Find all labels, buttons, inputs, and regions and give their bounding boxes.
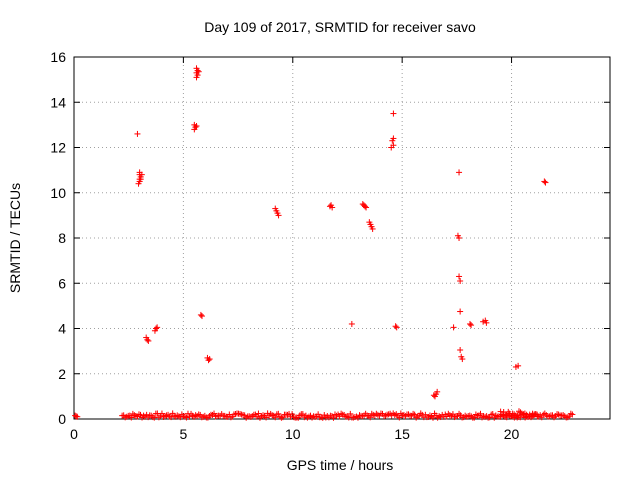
data-point (546, 413, 553, 420)
data-point (328, 202, 335, 209)
data-point (542, 179, 549, 186)
data-point (390, 142, 397, 149)
data-point (450, 324, 457, 331)
data-points (72, 65, 576, 421)
y-tick-label: 14 (50, 94, 66, 110)
data-point (514, 412, 521, 419)
data-point (255, 410, 262, 417)
data-point (396, 414, 403, 421)
data-point (456, 169, 463, 176)
data-point (195, 68, 202, 75)
data-point (374, 411, 381, 418)
y-tick-label: 2 (58, 366, 66, 382)
data-point (193, 74, 200, 81)
data-point (457, 346, 464, 353)
data-point (193, 123, 200, 130)
ticks: 0 5 10 15 20 0 2 4 6 8 10 12 14 16 (50, 49, 610, 442)
data-point (330, 414, 337, 421)
data-point (134, 130, 141, 137)
data-point (457, 308, 464, 315)
data-point (158, 410, 165, 417)
data-point (144, 336, 151, 343)
data-point (459, 356, 466, 363)
x-tick-label: 20 (504, 426, 520, 442)
data-point (477, 410, 484, 417)
data-point (515, 362, 522, 369)
data-point (209, 411, 216, 418)
y-axis-title: SRMTID / TECUs (7, 183, 23, 293)
data-point (272, 414, 279, 421)
data-point (263, 414, 270, 421)
data-point (457, 277, 464, 284)
data-point (361, 203, 368, 210)
data-point (468, 322, 475, 329)
grid (74, 57, 610, 419)
data-point (145, 337, 152, 344)
data-point (369, 225, 376, 232)
data-point (503, 414, 510, 421)
data-point (198, 313, 205, 320)
data-point (489, 411, 496, 418)
data-point (390, 110, 397, 117)
data-point (205, 357, 212, 364)
data-point (456, 235, 463, 241)
data-point (249, 413, 256, 420)
data-point (466, 320, 473, 327)
y-tick-label: 6 (58, 275, 66, 291)
data-point (154, 324, 161, 331)
data-point (138, 171, 145, 178)
data-point (430, 392, 437, 399)
data-point (197, 311, 204, 318)
data-point (569, 411, 576, 418)
data-point (541, 178, 548, 185)
data-point (393, 324, 400, 331)
data-point (367, 414, 374, 421)
x-tick-label: 0 (70, 426, 78, 442)
data-point (347, 410, 354, 417)
y-tick-label: 4 (58, 321, 66, 337)
data-point (348, 320, 355, 327)
y-tick-label: 8 (58, 230, 66, 246)
x-tick-label: 10 (285, 426, 301, 442)
data-point (456, 273, 463, 280)
data-point (483, 319, 490, 326)
chart-title: Day 109 of 2017, SRMTID for receiver sav… (204, 19, 476, 35)
x-tick-label: 15 (394, 426, 410, 442)
data-point (275, 212, 282, 219)
data-point (183, 414, 190, 421)
y-tick-label: 12 (50, 140, 66, 156)
data-point (534, 413, 541, 420)
data-point (299, 411, 306, 418)
data-point (488, 411, 495, 418)
data-point (237, 410, 244, 417)
data-point (363, 204, 370, 211)
data-point (434, 388, 441, 395)
y-tick-label: 0 (58, 411, 66, 427)
x-tick-label: 5 (179, 426, 187, 442)
data-point (153, 325, 160, 332)
data-point (137, 176, 144, 183)
data-point (206, 356, 213, 363)
data-point (74, 413, 81, 420)
data-point (520, 411, 527, 418)
data-point (505, 408, 512, 415)
data-point (411, 411, 418, 418)
x-axis-title: GPS time / hours (287, 457, 394, 473)
y-tick-label: 16 (50, 49, 66, 65)
data-point (135, 180, 142, 187)
data-point (128, 414, 135, 421)
data-point (392, 323, 399, 330)
data-point (471, 414, 478, 421)
data-point (389, 137, 396, 144)
y-tick-label: 10 (50, 185, 66, 201)
data-point (278, 414, 285, 421)
data-point (289, 411, 296, 418)
data-point (555, 411, 562, 418)
